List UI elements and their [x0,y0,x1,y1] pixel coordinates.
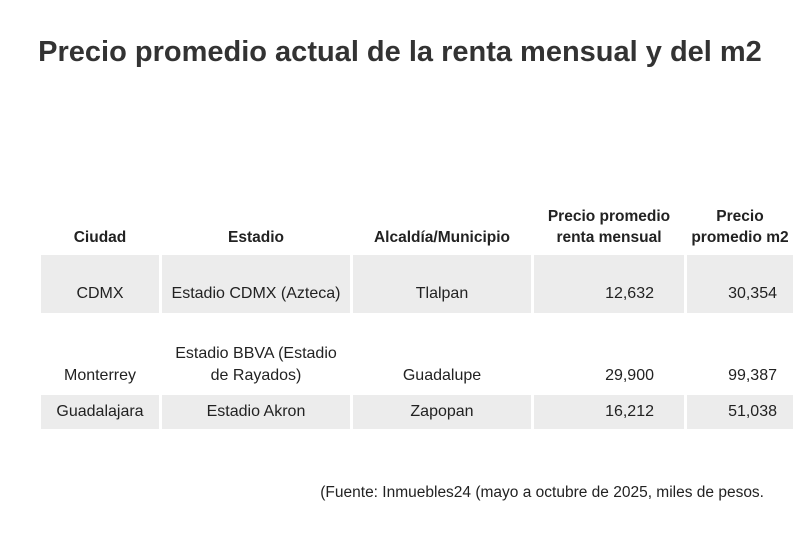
table-row: Monterrey Estadio BBVA (Estadio de Rayad… [41,313,793,395]
header-m2: Precio promedio m2 [691,208,789,246]
header-stadium: Estadio [228,229,284,246]
table-row: Guadalajara Estadio Akron Zapopan 16,212… [41,395,793,429]
cell-stadium: Estadio Akron [162,395,350,429]
source-note: (Fuente: Inmuebles24 (mayo a octubre de … [320,484,764,501]
cell-rent: 16,212 [534,395,684,429]
table-header-row: Ciudad Estadio Alcaldía/Municipio Precio… [41,156,793,255]
header-city: Ciudad [73,229,127,246]
cell-municipality: Zapopan [353,395,531,429]
cell-m2: 30,354 [687,255,793,313]
cell-stadium: Estadio BBVA (Estadio de Rayados) [175,345,337,384]
page-title: Precio promedio actual de la renta mensu… [38,36,762,68]
cell-rent: 29,900 [605,367,654,384]
rent-price-table: Ciudad Estadio Alcaldía/Municipio Precio… [38,156,796,429]
cell-city: Guadalajara [41,395,159,429]
cell-city: CDMX [41,255,159,313]
cell-city: Monterrey [63,367,137,384]
cell-municipality: Guadalupe [402,367,482,384]
cell-rent: 12,632 [534,255,684,313]
cell-m2: 51,038 [687,395,793,429]
header-rent: Precio promedio renta mensual [547,208,671,246]
cell-stadium: Estadio CDMX (Azteca) [162,255,350,313]
cell-m2: 99,387 [728,367,777,384]
cell-municipality: Tlalpan [353,255,531,313]
table-row: CDMX Estadio CDMX (Azteca) Tlalpan 12,63… [41,255,793,313]
header-municipality: Alcaldía/Municipio [373,229,511,246]
